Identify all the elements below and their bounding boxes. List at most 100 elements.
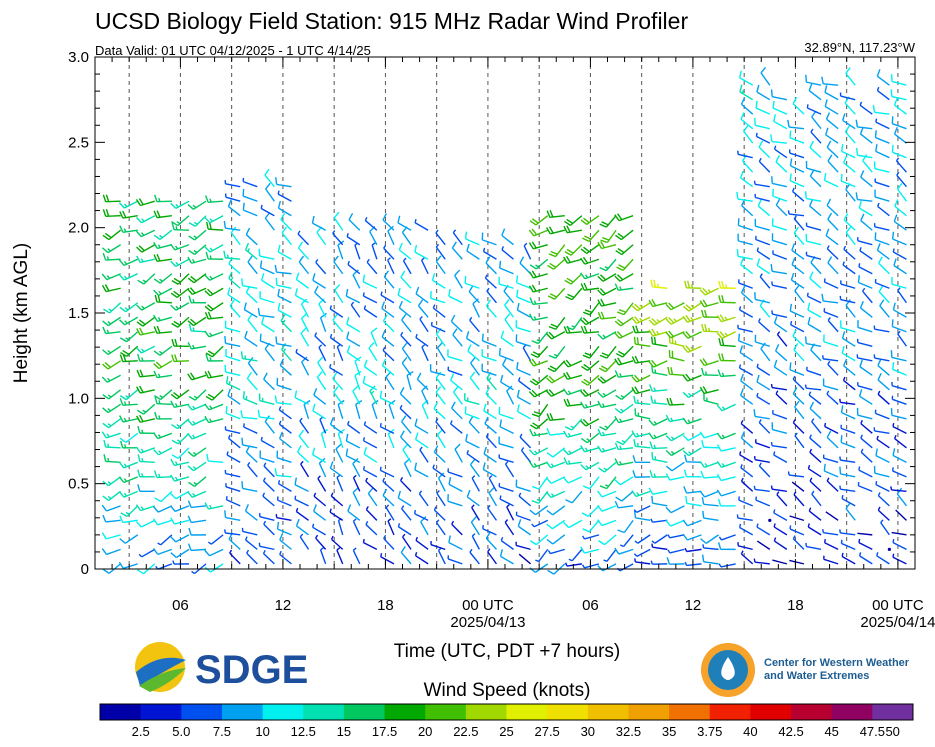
barb-half-flag [739, 451, 742, 455]
barb-shaft [878, 291, 890, 304]
barb-shaft [875, 412, 890, 420]
wind-barb [362, 375, 378, 391]
barb-half-flag [791, 187, 795, 192]
barb-shaft [387, 230, 395, 246]
barb-half-flag [486, 287, 490, 292]
barb-shaft [808, 468, 822, 478]
barb-flag [582, 354, 590, 359]
wind-barb [370, 327, 378, 347]
wind-barb [224, 180, 241, 188]
barb-flag [120, 351, 127, 357]
barb-flag [205, 353, 209, 362]
barb-shaft [313, 394, 327, 405]
barb-half-flag [807, 523, 810, 528]
barb-shaft [209, 548, 224, 557]
barb-shaft [756, 381, 771, 391]
wind-barb [737, 279, 753, 289]
barb-flag [173, 290, 180, 297]
barb-shaft [177, 273, 190, 285]
barb-shaft [843, 379, 856, 391]
cw3e-logo: Center for Western Weather and Water Ext… [701, 643, 910, 697]
barb-half-flag [584, 274, 589, 279]
barb-shaft [743, 130, 754, 144]
barb-shaft [827, 320, 839, 333]
wind-barb [857, 237, 873, 246]
barb-shaft [875, 121, 890, 130]
colorbar-swatch [709, 704, 751, 720]
barb-shaft [620, 403, 634, 414]
barb-flag [614, 479, 621, 486]
barb-half-flag [758, 157, 762, 162]
barb-half-flag [125, 511, 130, 515]
barb-shaft [587, 374, 600, 386]
barb-flag [313, 504, 317, 512]
wind-barb [102, 326, 121, 335]
barb-shaft [686, 490, 702, 494]
barb-flag [207, 288, 214, 295]
wind-barb [827, 256, 839, 275]
wind-barb [118, 273, 139, 281]
barb-shaft [862, 290, 873, 304]
wind-barb [119, 210, 138, 219]
wind-barb [855, 192, 873, 202]
barb-shaft [482, 239, 497, 246]
barb-shaft [245, 234, 258, 246]
wind-barb [667, 534, 685, 539]
barb-half-flag [792, 535, 796, 540]
barb-shaft [371, 404, 378, 420]
barb-half-flag [209, 418, 213, 423]
wind-barb [430, 541, 446, 551]
barb-half-flag [209, 198, 212, 203]
barb-flag [485, 256, 491, 264]
barb-flag [597, 490, 603, 498]
wind-barb [893, 258, 907, 275]
barb-flag [682, 374, 689, 382]
barb-flag [563, 522, 570, 529]
barb-flag [546, 210, 551, 218]
barb-flag [103, 454, 107, 462]
barb-shaft [760, 348, 771, 362]
barb-shaft [331, 538, 344, 550]
wind-barb [313, 492, 327, 507]
barb-shaft [312, 279, 326, 289]
wind-barb [546, 374, 566, 384]
barb-half-flag [584, 403, 588, 408]
barb-half-flag [823, 539, 827, 543]
barb-shaft [623, 519, 634, 533]
wind-barb [400, 546, 412, 565]
wind-barb [718, 353, 736, 362]
wind-barb [135, 519, 156, 528]
barb-half-flag [553, 353, 558, 357]
barb-flag [225, 376, 229, 384]
barb-half-flag [547, 550, 551, 554]
barb-shaft [453, 391, 463, 405]
barb-half-flag [775, 390, 779, 395]
barb-half-flag [550, 493, 555, 497]
colorbar-swatch [547, 704, 589, 720]
barb-half-flag [858, 538, 861, 543]
barb-flag [397, 215, 401, 224]
barb-shaft [447, 471, 463, 478]
barb-shaft [758, 146, 771, 159]
barb-flag [154, 411, 158, 420]
barb-flag [528, 242, 534, 250]
wind-barb [102, 418, 122, 429]
barb-half-flag [278, 406, 282, 411]
wind-barb [223, 250, 241, 260]
barb-shaft [108, 389, 122, 400]
barb-half-flag [484, 274, 488, 279]
barb-shaft [276, 384, 292, 391]
barb-half-flag [366, 258, 370, 263]
barb-shaft [483, 453, 497, 463]
barb-flag [118, 259, 125, 266]
barb-half-flag [897, 287, 901, 291]
barb-flag [135, 521, 142, 528]
wind-barb [894, 199, 907, 217]
barb-half-flag [650, 560, 653, 565]
barb-shaft [229, 552, 241, 565]
barb-flag [892, 362, 895, 370]
barb-half-flag [140, 258, 144, 263]
barb-shaft [652, 519, 668, 523]
wind-barb [716, 473, 736, 482]
barb-half-flag [363, 421, 367, 426]
